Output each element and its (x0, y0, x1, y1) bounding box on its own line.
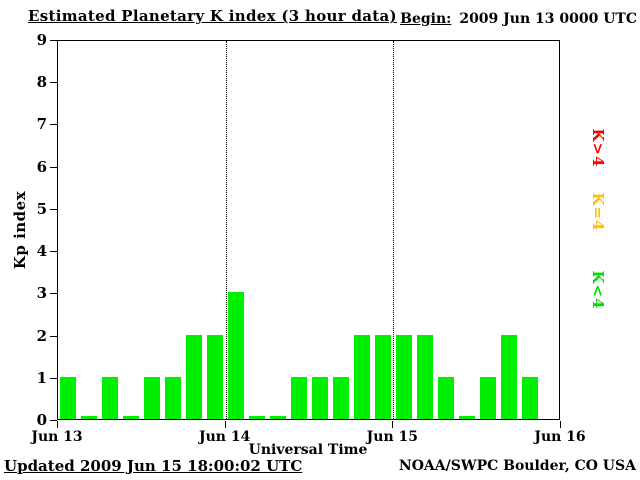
y-tick-label: 0 (36, 411, 47, 429)
y-tick-mark (50, 293, 57, 295)
chart-title: Estimated Planetary K index (3 hour data… (28, 7, 397, 25)
y-tick-label: 9 (36, 31, 47, 49)
kp-bar (186, 334, 203, 419)
day-boundary-gridline (225, 41, 227, 419)
y-tick-label: 3 (36, 284, 47, 303)
kp-bar (102, 376, 119, 419)
x-tick-mark (560, 421, 561, 428)
x-tick-label: Jun 16 (534, 429, 586, 445)
kp-bar (60, 376, 77, 419)
legend-k-lt-4: K<4 (589, 270, 607, 310)
kp-bar (521, 376, 538, 419)
kp-bar (123, 416, 140, 419)
kp-bar (249, 416, 266, 419)
legend-k-eq-4: K=4 (589, 192, 607, 232)
day-boundary-gridline (393, 41, 395, 419)
x-axis-label: Universal Time (248, 442, 368, 458)
kp-bar (228, 292, 245, 419)
begin-label: Begin: (400, 11, 452, 27)
x-tick-mark (392, 421, 394, 428)
y-tick-label: 8 (36, 73, 47, 92)
y-tick-mark (50, 82, 57, 84)
y-tick-mark (50, 420, 57, 421)
kp-bar (395, 334, 412, 419)
kp-bar (500, 334, 517, 419)
kp-bar (353, 334, 370, 419)
x-tick-label: Jun 14 (198, 429, 251, 445)
x-tick-mark (224, 421, 226, 428)
kp-bar (165, 376, 182, 419)
kp-bar (332, 376, 349, 419)
x-tick-label: Jun 13 (31, 429, 83, 445)
kp-bar (207, 334, 224, 419)
y-tick-mark (50, 377, 57, 379)
kp-bar (458, 416, 475, 419)
y-tick-mark (50, 251, 57, 253)
y-tick-label: 7 (36, 115, 47, 134)
kp-bar (479, 376, 496, 419)
kp-bar (144, 376, 161, 419)
kp-bar (270, 416, 287, 419)
y-tick-label: 4 (36, 242, 47, 261)
kp-bar (416, 334, 433, 419)
y-tick-mark (50, 166, 57, 168)
y-tick-label: 1 (36, 368, 47, 387)
y-tick-label: 6 (36, 157, 47, 176)
legend-k-gt-4: K>4 (589, 128, 607, 168)
y-tick-mark (50, 40, 57, 41)
kp-bar (437, 376, 454, 419)
kp-bar (374, 334, 391, 419)
y-tick-mark (50, 208, 57, 210)
x-tick-mark (57, 421, 58, 428)
y-tick-label: 5 (36, 199, 47, 218)
plot-area (57, 40, 560, 420)
x-tick-label: Jun 15 (366, 429, 418, 445)
y-tick-mark (50, 124, 57, 126)
y-tick-label: 2 (36, 326, 47, 345)
kp-bar (311, 376, 328, 419)
source-credit: NOAA/SWPC Boulder, CO USA (398, 458, 636, 474)
kp-bar (291, 376, 308, 419)
y-tick-mark (50, 335, 57, 337)
updated-timestamp: Updated 2009 Jun 15 18:00:02 UTC (4, 457, 303, 475)
begin-timestamp: Begin: 2009 Jun 13 0000 UTC (400, 11, 637, 27)
kp-bar (81, 416, 98, 419)
begin-value: 2009 Jun 13 0000 UTC (459, 11, 637, 27)
